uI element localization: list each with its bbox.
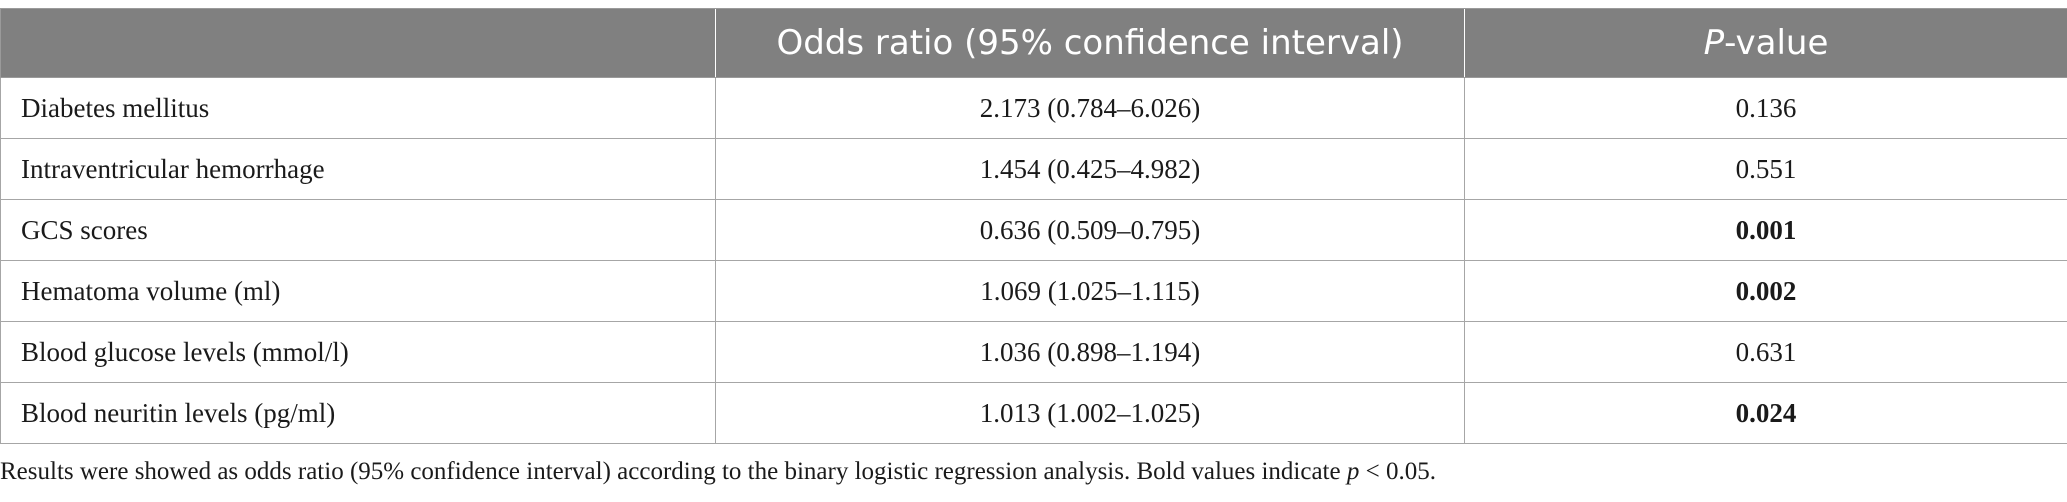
header-odds-ratio: Odds ratio (95% confidence interval) [715,8,1465,78]
row-odds-ratio: 2.173 (0.784–6.026) [715,77,1465,139]
footnote-italic-p: p [1346,458,1360,485]
header-variable [0,8,716,78]
row-odds-ratio: 0.636 (0.509–0.795) [715,199,1465,261]
table-row: Blood glucose levels (mmol/l) 1.036 (0.8… [0,321,2067,383]
row-p-value: 0.551 [1464,138,2067,200]
row-variable: Blood neuritin levels (pg/ml) [0,382,716,444]
footnote-text-before: Results were showed as odds ratio (95% c… [0,458,1347,485]
table-row: GCS scores 0.636 (0.509–0.795) 0.001 [0,199,2067,261]
row-variable: Diabetes mellitus [0,77,716,139]
row-variable: Hematoma volume (ml) [0,260,716,322]
table-footnote: Results were showed as odds ratio (95% c… [0,458,1436,486]
row-p-value: 0.002 [1464,260,2067,322]
table-body: Diabetes mellitus 2.173 (0.784–6.026) 0.… [0,77,2067,444]
header-p-italic: P [1703,23,1725,63]
results-table-container: Odds ratio (95% confidence interval) P-v… [0,8,2067,444]
row-p-value: 0.136 [1464,77,2067,139]
row-variable: Blood glucose levels (mmol/l) [0,321,716,383]
row-odds-ratio: 1.013 (1.002–1.025) [715,382,1465,444]
table-row: Hematoma volume (ml) 1.069 (1.025–1.115)… [0,260,2067,322]
footnote-text-after: < 0.05. [1359,458,1436,485]
logistic-regression-table: Odds ratio (95% confidence interval) P-v… [0,8,2067,444]
row-p-value: 0.024 [1464,382,2067,444]
table-row: Diabetes mellitus 2.173 (0.784–6.026) 0.… [0,77,2067,139]
header-p-rest: -value [1724,23,1829,63]
header-p-value: P-value [1464,8,2067,78]
table-row: Blood neuritin levels (pg/ml) 1.013 (1.0… [0,382,2067,444]
table-header: Odds ratio (95% confidence interval) P-v… [0,8,2067,78]
row-variable: Intraventricular hemorrhage [0,138,716,200]
row-odds-ratio: 1.454 (0.425–4.982) [715,138,1465,200]
row-variable: GCS scores [0,199,716,261]
row-p-value: 0.631 [1464,321,2067,383]
row-odds-ratio: 1.036 (0.898–1.194) [715,321,1465,383]
row-odds-ratio: 1.069 (1.025–1.115) [715,260,1465,322]
header-row: Odds ratio (95% confidence interval) P-v… [0,8,2067,78]
table-row: Intraventricular hemorrhage 1.454 (0.425… [0,138,2067,200]
row-p-value: 0.001 [1464,199,2067,261]
